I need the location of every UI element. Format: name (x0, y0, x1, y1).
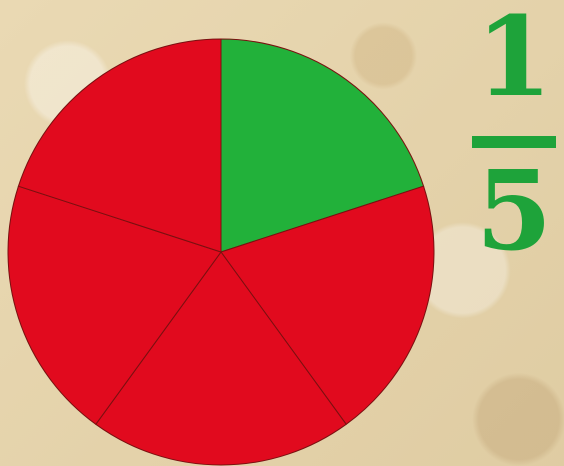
fraction-bar (472, 136, 556, 148)
pie-slices (7, 38, 435, 466)
fraction-label: 1 5 (464, 2, 564, 288)
fraction-denominator: 5 (475, 146, 553, 275)
unshaded-slice (95, 251, 347, 466)
unshaded-slice (220, 185, 435, 426)
unshaded-slice (17, 38, 222, 253)
unshaded-slice (7, 185, 222, 426)
shaded-slice (220, 38, 425, 253)
fraction-numerator: 1 (475, 0, 553, 121)
